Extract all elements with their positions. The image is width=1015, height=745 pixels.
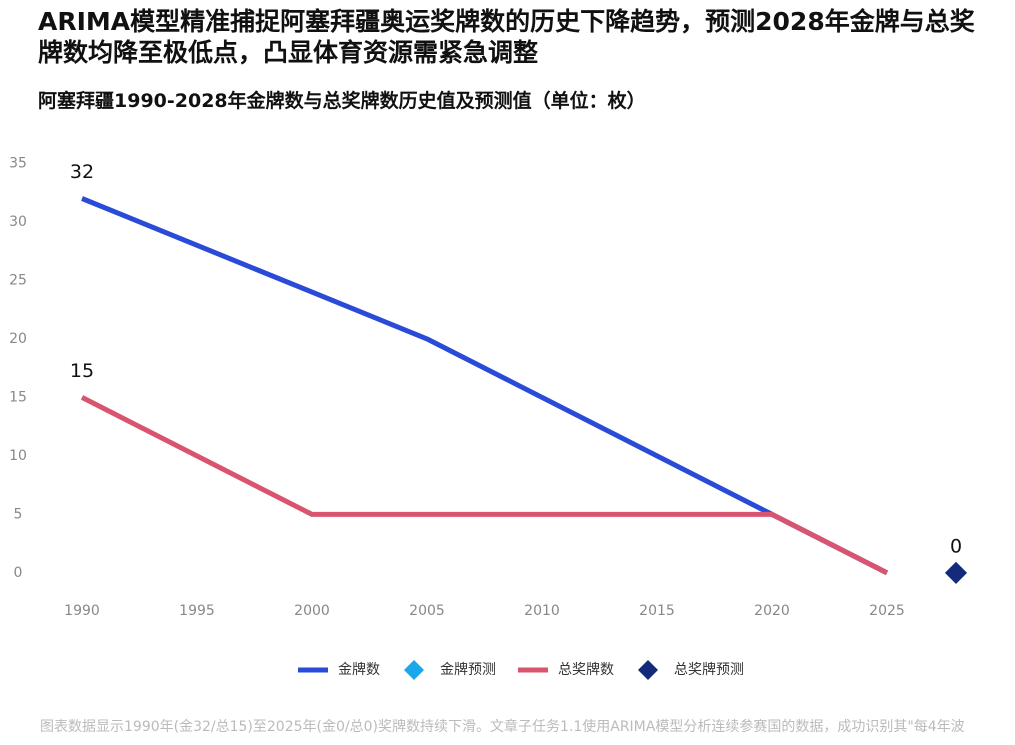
- legend-label: 金牌数: [338, 661, 380, 678]
- data-label: 32: [70, 161, 94, 183]
- y-tick-label: 20: [9, 331, 27, 347]
- legend-label: 总奖牌预测: [674, 661, 744, 678]
- y-tick-label: 5: [14, 506, 23, 522]
- x-tick-label: 2000: [294, 603, 330, 619]
- data-label: 15: [70, 360, 94, 382]
- y-tick-label: 10: [9, 448, 27, 464]
- y-tick-label: 0: [14, 565, 23, 581]
- x-tick-label: 2020: [754, 603, 790, 619]
- chart-subtitle: 阿塞拜疆1990-2028年金牌数与总奖牌数历史值及预测值（单位：枚）: [38, 90, 646, 112]
- y-tick-label: 15: [9, 389, 27, 405]
- prediction-marker: [945, 561, 967, 584]
- y-tick-label: 35: [9, 155, 27, 171]
- x-tick-label: 2025: [869, 603, 905, 619]
- chart-title: ARIMA模型精准捕捉阿塞拜疆奥运奖牌数的历史下降趋势，预测2028年金牌与总奖…: [38, 7, 975, 67]
- x-tick-label: 1990: [64, 603, 100, 619]
- y-tick-label: 30: [9, 214, 27, 230]
- x-tick-label: 2005: [409, 603, 445, 619]
- legend-label: 金牌预测: [440, 661, 496, 678]
- data-label: 0: [950, 535, 962, 557]
- x-tick-label: 2010: [524, 603, 560, 619]
- series-line: [80, 395, 889, 576]
- y-tick-label: 25: [9, 272, 27, 288]
- legend-swatch: [638, 660, 658, 680]
- footer-note: 图表数据显示1990年(金32/总15)至2025年(金0/总0)奖牌数持续下滑…: [40, 719, 965, 735]
- x-tick-label: 1995: [179, 603, 215, 619]
- legend-label: 总奖牌数: [558, 661, 614, 678]
- x-tick-label: 2015: [639, 603, 675, 619]
- legend-swatch: [404, 660, 424, 680]
